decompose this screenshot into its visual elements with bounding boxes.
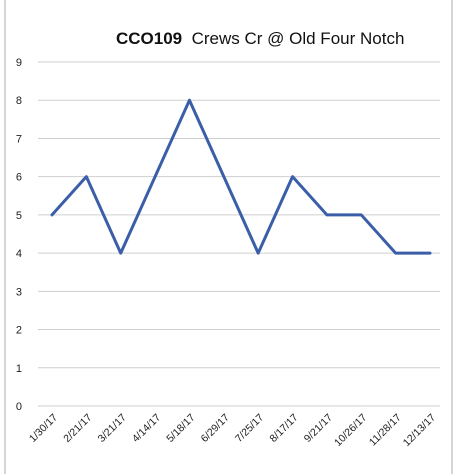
y-axis-ticks: 0 1 2 3 4 5 6 7 8 9 (16, 57, 22, 413)
data-point (291, 175, 293, 177)
data-point (188, 99, 190, 101)
y-tick-label: 0 (16, 401, 22, 413)
y-tick-label: 7 (16, 133, 22, 145)
x-tick-label: 8/17/17 (267, 412, 300, 445)
x-tick-label: 12/13/17 (401, 412, 438, 449)
y-tick-label: 8 (16, 95, 22, 107)
data-point (394, 252, 396, 254)
data-point (223, 175, 225, 177)
y-tick-label: 5 (16, 210, 22, 222)
chart-title-rest: Crews Cr @ Old Four Notch (192, 29, 405, 48)
y-tick-label: 6 (16, 172, 22, 184)
y-tick-label: 1 (16, 363, 22, 375)
x-axis-ticks: 1/30/17 2/21/17 3/21/17 4/14/17 5/18/17 6/29/… (27, 412, 438, 450)
data-point (429, 252, 431, 254)
chart-title: CCO109 Crews Cr @ Old Four Notch (116, 29, 404, 48)
data-point (360, 214, 362, 216)
x-tick-label: 9/21/17 (302, 412, 335, 445)
data-point (154, 175, 156, 177)
x-tick-label: 10/26/17 (332, 412, 369, 449)
data-point (257, 252, 259, 254)
y-tick-label: 9 (16, 57, 22, 69)
data-point (120, 252, 122, 254)
data-point (85, 175, 87, 177)
y-tick-label: 3 (16, 286, 22, 298)
x-tick-label: 6/29/17 (199, 412, 232, 445)
data-point (51, 214, 53, 216)
y-tick-label: 4 (16, 248, 22, 260)
y-tick-label: 2 (16, 325, 22, 337)
x-tick-label: 5/18/17 (164, 412, 197, 445)
x-tick-label: 11/28/17 (367, 412, 404, 449)
x-tick-label: 1/30/17 (27, 412, 60, 445)
x-tick-label: 2/21/17 (61, 412, 94, 445)
data-point (326, 214, 328, 216)
chart-title-code: CCO109 (116, 29, 182, 48)
x-tick-label: 4/14/17 (130, 412, 163, 445)
x-tick-label: 3/21/17 (96, 412, 129, 445)
x-tick-label: 7/25/17 (233, 412, 266, 445)
